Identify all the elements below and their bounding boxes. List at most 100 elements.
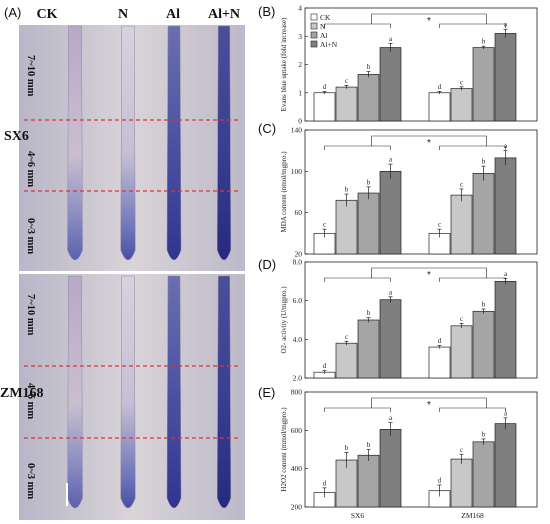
panel-c-letter: (C)	[258, 121, 277, 136]
significance-letter: b	[482, 38, 486, 46]
column-header-n: N	[117, 7, 129, 22]
significance-letter: b	[367, 178, 371, 186]
bar	[450, 458, 473, 508]
y-tick-label: 800	[291, 388, 303, 397]
significance-letter: b	[367, 441, 371, 449]
bar	[357, 192, 380, 255]
legend-swatch	[310, 31, 318, 39]
legend-label: N	[320, 22, 326, 31]
column-header-ck: CK	[36, 7, 58, 22]
bracket	[371, 13, 487, 24]
y-tick-label: 0	[298, 117, 302, 126]
significance-letter: b	[345, 186, 349, 194]
bar	[428, 92, 451, 122]
significance-letter: a	[504, 21, 508, 29]
significance-letter: c	[438, 221, 441, 229]
legend-label: Al	[320, 31, 328, 40]
significance-letter: c	[345, 333, 348, 341]
legend-label: CK	[320, 13, 331, 22]
significance-letter: c	[460, 180, 463, 188]
x-tick-label: SX6	[351, 511, 365, 520]
root	[166, 275, 182, 509]
significance-letter: d	[438, 337, 442, 345]
bracket	[324, 277, 391, 282]
significance-letter: a	[389, 156, 393, 164]
row-label-sx6: SX6	[4, 129, 29, 144]
legend-swatch	[310, 22, 318, 30]
significance-letter: a	[504, 409, 508, 417]
significance-letter: a	[389, 35, 393, 43]
y-tick-label: 600	[291, 426, 303, 435]
column-header-al: Al	[166, 7, 180, 22]
y-tick-label: 60	[295, 208, 303, 217]
y-tick-label: 6.0	[293, 296, 303, 305]
bar	[450, 325, 473, 379]
bar	[472, 47, 495, 122]
root	[120, 275, 136, 509]
bar	[313, 92, 336, 122]
significance-letter: d	[438, 83, 442, 91]
panel-a-letter: (A)	[4, 5, 22, 20]
y-tick-label: 3	[298, 32, 302, 41]
bar	[379, 47, 402, 122]
bar	[472, 441, 495, 508]
bracket	[439, 277, 506, 282]
y-tick-label: 2	[298, 60, 302, 69]
bracket	[324, 145, 391, 150]
bracket	[439, 23, 506, 28]
y-tick-label: 400	[291, 464, 303, 473]
significance-letter: b	[345, 444, 349, 452]
significance-letter: c	[460, 315, 463, 323]
significance-letter: c	[460, 446, 463, 454]
bracket	[324, 407, 391, 412]
panel-d-letter: (D)	[258, 257, 277, 272]
root	[216, 275, 232, 509]
bar	[450, 88, 473, 122]
plot-frame	[304, 129, 538, 255]
significance-letter: c	[323, 221, 326, 229]
bar	[379, 299, 402, 379]
significance-letter: b	[367, 309, 371, 317]
significance-letter: b	[367, 63, 371, 71]
bar	[357, 319, 380, 379]
x-tick-label: ZM168	[461, 511, 484, 520]
bracket	[439, 407, 506, 412]
legend-swatch	[310, 13, 318, 21]
bracket	[371, 135, 487, 146]
significance-letter: a	[389, 414, 393, 422]
bar	[379, 170, 402, 255]
bracket	[371, 397, 487, 408]
legend-swatch	[310, 40, 318, 48]
significance-star: *	[427, 400, 431, 411]
significance-star: *	[427, 270, 431, 281]
row-label-zm168: ZM168	[0, 386, 44, 401]
y-tick-label: 1	[298, 88, 302, 97]
root	[216, 25, 232, 261]
bar	[335, 86, 358, 122]
bar	[357, 74, 380, 122]
significance-letter: a	[504, 270, 508, 278]
bracket	[439, 145, 506, 150]
y-tick-label: 20	[295, 250, 303, 259]
bracket	[371, 267, 487, 278]
bar	[472, 173, 495, 255]
column-header-aln: Al+N	[207, 7, 241, 22]
bracket	[324, 23, 391, 28]
y-axis-label: H2O2 content (mmol/mgpro.)	[280, 407, 288, 492]
significance-letter: c	[460, 78, 463, 86]
significance-letter: d	[438, 476, 442, 484]
root	[166, 25, 182, 261]
y-tick-label: 4.0	[293, 335, 303, 344]
bar	[357, 454, 380, 508]
significance-letter: b	[482, 300, 486, 308]
bar	[335, 199, 358, 255]
y-tick-label: 2.0	[293, 374, 303, 383]
panel-e-letter: (E)	[258, 385, 276, 400]
y-tick-label: 100	[291, 167, 303, 176]
significance-star: *	[427, 16, 431, 27]
legend-label: Al+N	[320, 40, 338, 49]
significance-letter: b	[482, 430, 486, 438]
y-tick-label: 8.0	[293, 258, 303, 267]
